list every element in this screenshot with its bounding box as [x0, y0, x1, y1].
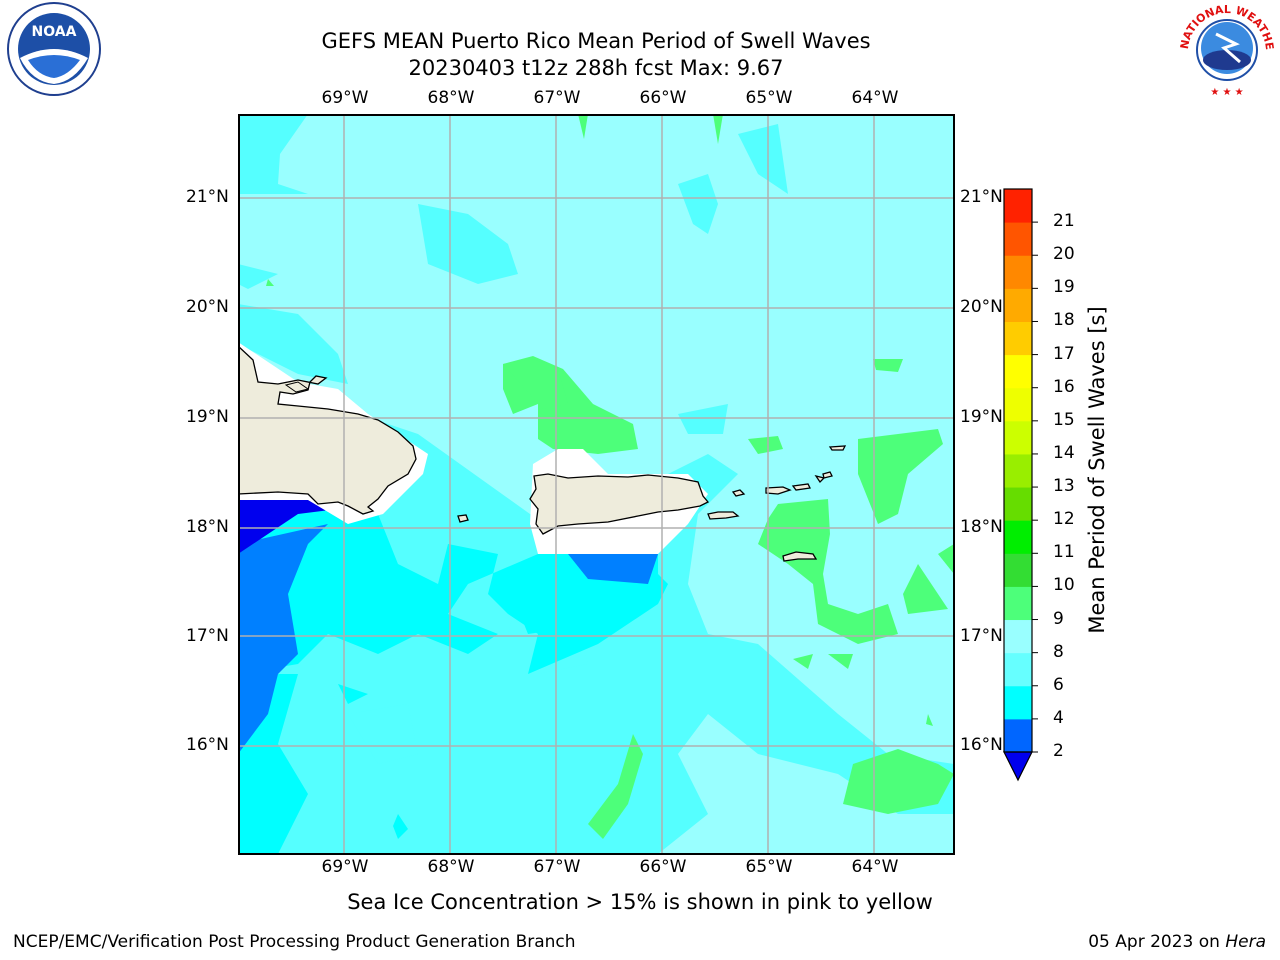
contour-2-4s: [238, 524, 658, 754]
colorbar-segment-10: [1004, 553, 1032, 587]
colorbar-tick-label-20: 20: [1053, 244, 1075, 265]
lon-label-bottom-65: 65°W: [745, 857, 793, 877]
lat-label-right-16: 16°N: [960, 735, 1003, 755]
map-frame: [238, 114, 955, 855]
colorbar-segment-18: [1004, 288, 1032, 322]
lat-label-left-17: 17°N: [186, 626, 229, 646]
land-masses: [238, 345, 847, 562]
lat-label-right-19: 19°N: [960, 407, 1003, 427]
puerto-rico-land: [529, 473, 710, 535]
colorbar-segment-4: [1004, 685, 1032, 720]
footer-date-text: 05 Apr 2023 on: [1088, 932, 1226, 952]
svg-text:★ ★ ★: ★ ★ ★: [1210, 87, 1243, 98]
colorbar-segment-14: [1004, 420, 1032, 455]
colorbar-extend-low: [1003, 751, 1033, 782]
colorbar-tick-label-12: 12: [1053, 509, 1075, 530]
lon-label-bottom-67: 67°W: [533, 857, 581, 877]
lat-label-left-16: 16°N: [186, 735, 229, 755]
contour-9-10s: [266, 114, 954, 839]
colorbar-segment-19: [1004, 255, 1032, 289]
sea-ice-note: Sea Ice Concentration > 15% is shown in …: [347, 890, 933, 914]
lon-label-bottom-69: 69°W: [321, 857, 369, 877]
map-panel: [238, 114, 955, 855]
lon-label-top-64: 64°W: [851, 88, 899, 108]
lon-label-top-68: 68°W: [427, 88, 475, 108]
lat-label-left-20: 20°N: [186, 297, 229, 317]
colorbar-segment-6: [1004, 652, 1032, 687]
colorbar-tick-label-9: 9: [1053, 608, 1064, 629]
lat-label-right-17: 17°N: [960, 626, 1003, 646]
lon-label-top-67: 67°W: [533, 88, 581, 108]
nws-logo: NATIONAL WEATHER SERVICE ★ ★ ★: [1176, 0, 1276, 98]
lat-label-right-18: 18°N: [960, 517, 1003, 537]
lon-label-top-69: 69°W: [321, 88, 369, 108]
colorbar-segment-9: [1004, 586, 1032, 621]
noaa-logo: NOAA: [7, 2, 101, 96]
colorbar-label: Mean Period of Swell Waves [s]: [1085, 306, 1109, 634]
st-croix-island: [782, 551, 818, 562]
mona-island: [457, 514, 469, 523]
colorbar-tick-label-4: 4: [1053, 707, 1064, 728]
noaa-logo-text: NOAA: [32, 24, 77, 40]
colorbar-tick-label-16: 16: [1053, 376, 1075, 397]
lon-label-bottom-66: 66°W: [639, 857, 687, 877]
virgin-islands: [765, 445, 847, 495]
footer-host: Hera: [1225, 932, 1266, 952]
colorbar-tick-label-11: 11: [1053, 542, 1075, 563]
vieques-island: [707, 511, 740, 520]
colorbar-tick-label-14: 14: [1053, 442, 1075, 463]
lon-label-top-65: 65°W: [745, 88, 793, 108]
colorbar-tick-label-8: 8: [1053, 641, 1064, 662]
hispaniola-lake-outline: [284, 381, 310, 393]
colorbar-segment-12: [1004, 487, 1032, 521]
lat-label-left-18: 18°N: [186, 517, 229, 537]
colorbar-tick-label-15: 15: [1053, 409, 1075, 430]
colorbar-segment-16: [1004, 354, 1032, 389]
culebra-island: [731, 489, 746, 497]
colorbar-segment-20: [1004, 222, 1032, 256]
colorbar-segment-15: [1004, 387, 1032, 422]
colorbar-tick-label-2: 2: [1053, 741, 1064, 761]
colorbar-tick-label-10: 10: [1053, 575, 1075, 596]
contour-below-2s: [238, 500, 344, 554]
colorbar-segment-11: [1004, 520, 1032, 554]
colorbar-segment-2: [1004, 718, 1032, 753]
gridlines: [238, 114, 954, 854]
colorbar: [1003, 188, 1038, 782]
footer-date: 05 Apr 2023 on Hera: [1088, 932, 1266, 952]
colorbar-segment-8: [1004, 619, 1032, 654]
colorbar-tick-label-6: 6: [1053, 674, 1064, 695]
lat-label-left-21: 21°N: [186, 187, 229, 207]
chart-title: GEFS MEAN Puerto Rico Mean Period of Swe…: [321, 29, 871, 53]
colorbar-tick-label-19: 19: [1053, 277, 1075, 298]
lon-label-top-66: 66°W: [639, 88, 687, 108]
colorbar-outline: [1003, 188, 1033, 753]
colorbar-segment-21: [1004, 189, 1032, 223]
colorbar-tick-label-18: 18: [1053, 310, 1075, 331]
lon-label-bottom-68: 68°W: [427, 857, 475, 877]
hispaniola-land: [238, 345, 417, 515]
colorbar-segment-13: [1004, 453, 1032, 488]
lat-label-left-19: 19°N: [186, 407, 229, 427]
colorbar-segment-17: [1004, 321, 1032, 356]
colorbar-tick-label-17: 17: [1053, 343, 1075, 364]
chart-subtitle: 20230403 t12z 288h fcst Max: 9.67: [408, 56, 784, 80]
footer-branch: NCEP/EMC/Verification Post Processing Pr…: [13, 932, 576, 952]
lat-label-right-20: 20°N: [960, 297, 1003, 317]
colorbar-tick-label-21: 21: [1053, 211, 1075, 232]
lat-label-right-21: 21°N: [960, 187, 1003, 207]
colorbar-tick-label-13: 13: [1053, 476, 1075, 497]
lon-label-bottom-64: 64°W: [851, 857, 899, 877]
